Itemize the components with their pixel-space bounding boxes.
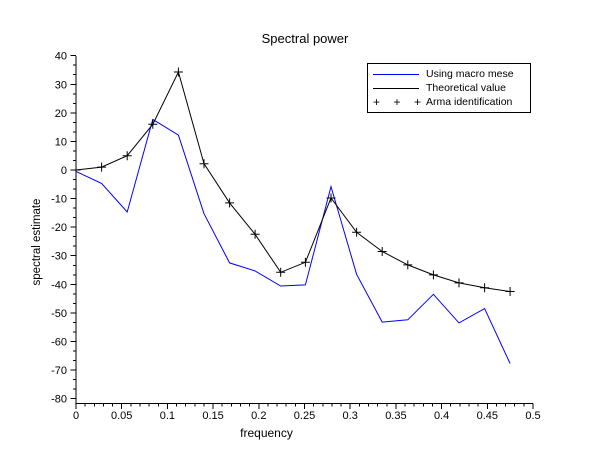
plus-icon: +: [373, 95, 381, 109]
x-tick-label: 0.15: [202, 410, 223, 422]
x-tick-label: 0.3: [343, 410, 358, 422]
legend: Using macro mese Theoretical value + + + Arma…: [367, 63, 531, 113]
legend-line-swatch: [373, 73, 421, 75]
legend-item-arma-identification: + + + Arma identification: [373, 95, 527, 109]
y-tick-label: 40: [55, 51, 67, 63]
y-tick-label: 20: [55, 108, 67, 120]
legend-line-sample: [373, 87, 419, 89]
x-tick-label: 0: [73, 410, 79, 422]
y-tick-label: -60: [51, 336, 67, 348]
x-tick-label: 0.35: [385, 410, 406, 422]
y-axis-label: spectral estimate: [31, 198, 43, 286]
x-tick-label: 0.45: [477, 410, 498, 422]
x-tick-label: 0.05: [111, 410, 132, 422]
y-tick-label: -30: [51, 251, 67, 263]
series-markers-arma-identification: [71, 67, 515, 296]
x-tick-label: 0.2: [251, 410, 266, 422]
y-tick-label: -80: [51, 394, 67, 406]
plus-icon: +: [413, 95, 421, 109]
x-axis-label: frequency: [240, 426, 293, 440]
y-tick-label: -70: [51, 365, 67, 377]
legend-label: Arma identification: [426, 96, 513, 108]
y-tick-label: 0: [61, 165, 67, 177]
y-tick-label: -40: [51, 279, 67, 291]
legend-item-theoretical-value: Theoretical value: [373, 81, 527, 95]
x-tick-label: 0.4: [434, 410, 449, 422]
x-tick-label: 0.5: [525, 410, 540, 422]
series-using-macro-mese: [75, 118, 511, 364]
legend-line-swatch: [373, 87, 421, 89]
x-tick-label: 0.1: [160, 410, 175, 422]
legend-line-sample: [373, 73, 419, 75]
y-tick-label: -20: [51, 222, 67, 234]
y-tick-label: 30: [55, 79, 67, 91]
y-tick-label: 10: [55, 136, 67, 148]
y-tick-label: -10: [51, 194, 67, 206]
legend-label: Using macro mese: [426, 68, 514, 80]
legend-label: Theoretical value: [426, 82, 506, 94]
y-tick-label: -50: [51, 308, 67, 320]
x-tick-label: 0.25: [294, 410, 315, 422]
legend-item-using-macro-mese: Using macro mese: [373, 67, 527, 81]
plus-icon: +: [393, 95, 401, 109]
series-theoretical-value: [75, 70, 511, 292]
chart-title: Spectral power: [261, 31, 349, 46]
legend-plus-marker-swatch: + + +: [373, 96, 421, 108]
